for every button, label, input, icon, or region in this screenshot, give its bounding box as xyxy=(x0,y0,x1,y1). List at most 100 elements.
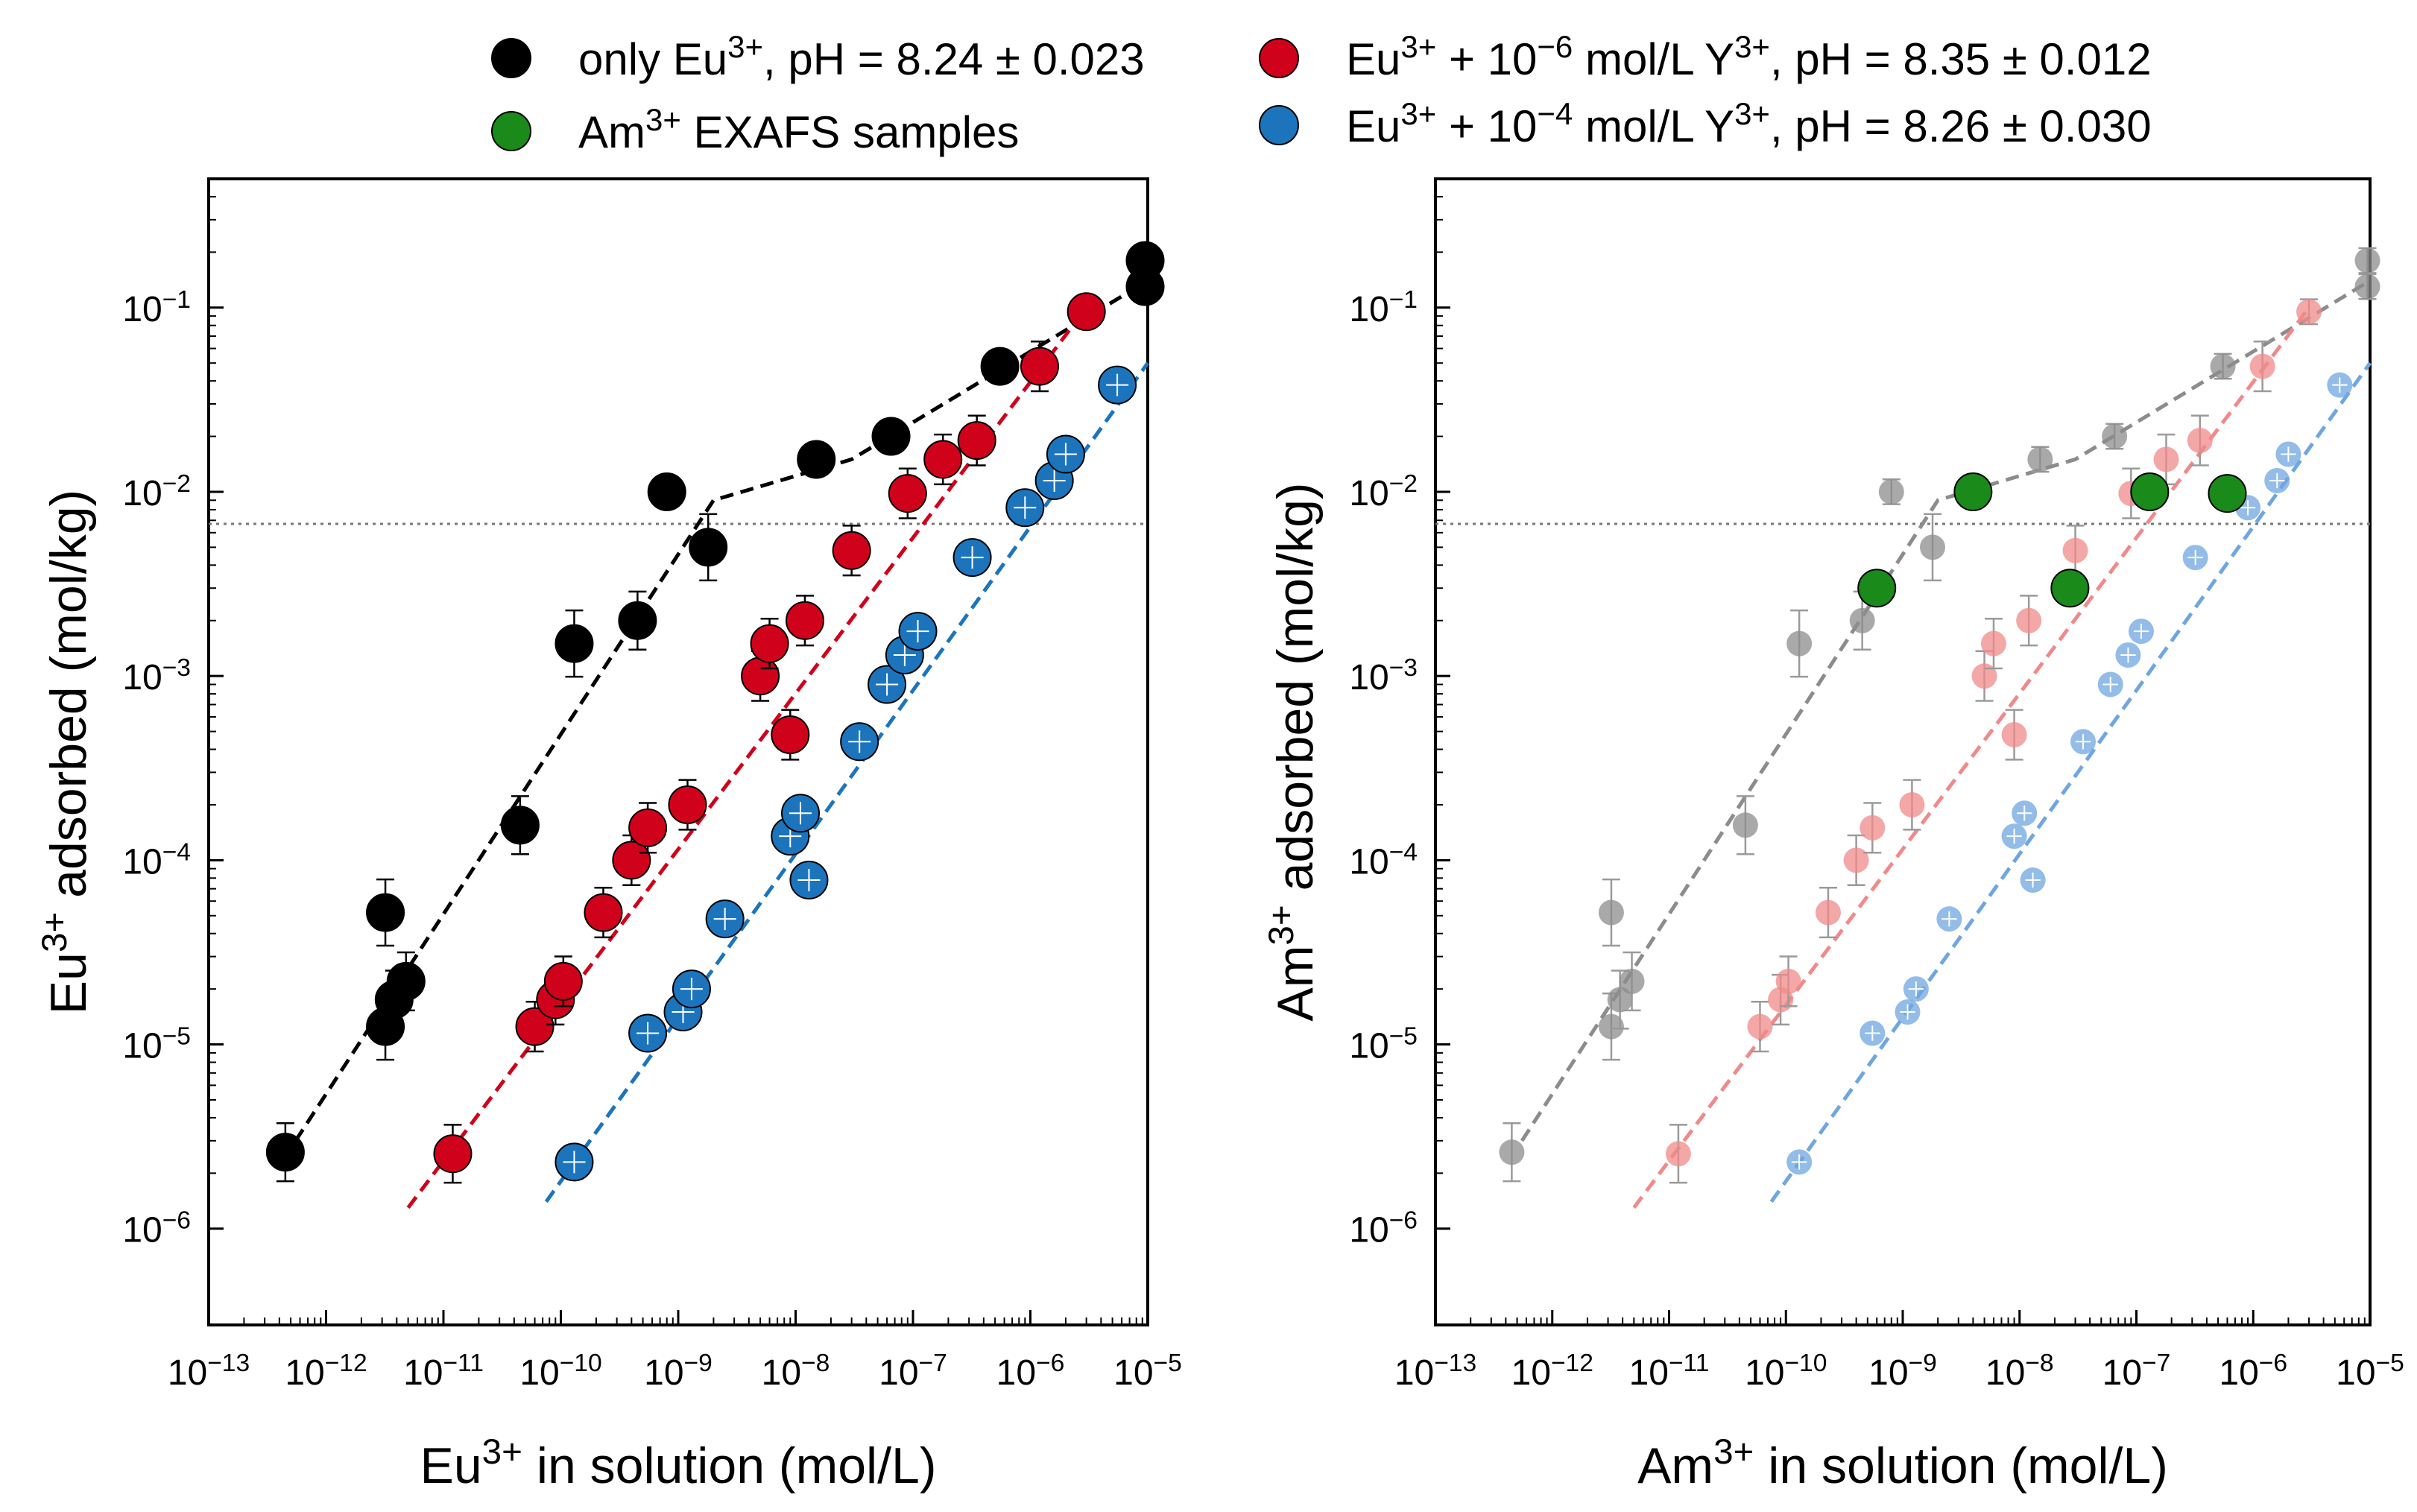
faded-black-point xyxy=(2102,423,2128,449)
y-tick-label: 10−4 xyxy=(122,838,191,882)
series-red-point xyxy=(888,474,927,513)
legend-label-eu_y6: Eu3+ + 10−6 mol/L Y3+, pH = 8.35 ± 0.012 xyxy=(1346,29,2152,85)
y-tick-label: 10−5 xyxy=(1349,1022,1418,1066)
faded-black-point xyxy=(2210,353,2236,379)
series-black-point xyxy=(797,440,836,479)
faded-black-point xyxy=(1920,534,1946,560)
legend: only Eu3+, pH = 8.24 ± 0.023 Eu3+ + 10−6 … xyxy=(491,29,2152,158)
series-red-point xyxy=(957,421,996,461)
y-tick-label: 10−1 xyxy=(122,285,191,329)
series-red-point xyxy=(433,1134,473,1174)
faded-red-point xyxy=(1899,791,1925,817)
x-tick-label: 10−9 xyxy=(644,1350,713,1394)
series-black-point xyxy=(366,893,405,932)
series-green-point xyxy=(2050,569,2090,608)
faded-red-point xyxy=(1775,968,1801,994)
series-red-point xyxy=(668,785,707,824)
x-tick-label: 10−11 xyxy=(403,1350,484,1394)
y-tick-label: 10−2 xyxy=(122,469,191,513)
series-black-point xyxy=(555,624,594,663)
x-tick-label: 10−5 xyxy=(2336,1350,2404,1394)
series-black-point xyxy=(618,601,657,640)
y-axis-title: Eu3+ adsorbed (mol/kg) xyxy=(35,490,98,1014)
x-tick-label: 10−9 xyxy=(1868,1350,1937,1394)
x-tick-label: 10−13 xyxy=(1394,1350,1476,1394)
series-red-point xyxy=(628,808,668,847)
y-tick-label: 10−2 xyxy=(1349,469,1418,513)
faded-red-point xyxy=(1815,899,1841,926)
faded-black-point xyxy=(1598,899,1624,926)
x-tick-label: 10−7 xyxy=(879,1350,947,1394)
faded-red-point xyxy=(2296,299,2322,325)
series-red-point xyxy=(741,657,780,696)
series-black-point xyxy=(500,806,540,845)
x-tick-label: 10−11 xyxy=(1629,1350,1710,1394)
faded-black-point xyxy=(1607,987,1633,1013)
faded-black-point xyxy=(1732,812,1758,838)
series-red-point xyxy=(785,601,824,640)
series-red-point xyxy=(612,841,651,880)
legend-label-am_exafs: Am3+ EXAFS samples xyxy=(578,102,1019,158)
faded-black-point xyxy=(1849,607,1875,633)
panel-left-eu-adsorption: 10−13 10−12 10−11 10−10 10−9 10−8 10−7 10−6 10−5… xyxy=(35,177,1182,1495)
x-tick-label: 10−6 xyxy=(2219,1350,2287,1394)
y-tick-label: 10−3 xyxy=(1349,654,1418,698)
x-tick-label: 10−12 xyxy=(1511,1350,1593,1394)
series-green-point xyxy=(2130,472,2170,511)
x-axis-title: Eu3+ in solution (mol/L) xyxy=(420,1432,936,1495)
faded-red-point xyxy=(2187,428,2213,454)
faded-red-point xyxy=(2153,446,2179,472)
faded-black-point xyxy=(2027,446,2053,472)
x-tick-label: 10−7 xyxy=(2102,1350,2171,1394)
legend-marker-eu_only xyxy=(491,38,531,78)
series-red-point xyxy=(923,440,963,479)
series-red-point xyxy=(832,531,871,570)
y-tick-label: 10−6 xyxy=(1349,1206,1418,1250)
series-red-point xyxy=(1067,292,1106,332)
faded-red-point xyxy=(1843,847,1869,873)
series-black-point xyxy=(980,347,1020,386)
legend-marker-am_exafs xyxy=(491,111,531,151)
faded-red-point xyxy=(1971,663,1997,689)
x-tick-label: 10−6 xyxy=(996,1350,1065,1394)
y-tick-label: 10−4 xyxy=(1349,838,1418,882)
faded-red-point xyxy=(2062,537,2088,563)
series-green-point xyxy=(1857,569,1897,608)
series-black-point xyxy=(265,1133,305,1172)
series-red-point xyxy=(750,624,789,663)
x-tick-label: 10−10 xyxy=(1745,1350,1827,1394)
faded-black-point xyxy=(2354,247,2380,273)
series-black-point xyxy=(689,528,728,567)
y-axis-title: Am3+ adsorbed (mol/kg) xyxy=(1262,482,1324,1021)
series-red-point xyxy=(515,1007,555,1046)
series-red-point xyxy=(771,715,810,754)
faded-black-point xyxy=(1786,630,1813,657)
faded-red-point xyxy=(1980,630,2006,657)
faded-red-point xyxy=(2001,721,2027,747)
x-tick-label: 10−8 xyxy=(1985,1350,2054,1394)
series-black-point xyxy=(1125,267,1165,306)
plot-frame xyxy=(1434,177,2372,1326)
x-tick-label: 10−5 xyxy=(1113,1350,1182,1394)
faded-red-point xyxy=(1860,814,1886,841)
faded-red-point xyxy=(1665,1141,1691,1167)
x-tick-label: 10−8 xyxy=(762,1350,830,1394)
faded-red-point xyxy=(1747,1013,1773,1040)
panel-right-am-adsorption: 10−13 10−12 10−11 10−10 10−9 10−8 10−7 10−6 10−5… xyxy=(1262,177,2404,1494)
legend-label-eu_y4: Eu3+ + 10−4 mol/L Y3+, pH = 8.26 ± 0.030 xyxy=(1346,96,2152,152)
legend-label-eu_only: only Eu3+, pH = 8.24 ± 0.023 xyxy=(578,29,1145,85)
y-tick-label: 10−6 xyxy=(122,1206,191,1250)
y-tick-label: 10−5 xyxy=(122,1022,191,1066)
series-black-point xyxy=(871,417,911,456)
faded-red-point xyxy=(2016,607,2042,633)
fit-line-blue xyxy=(1769,361,2372,1203)
series-red-point xyxy=(543,961,583,1001)
faded-black-point xyxy=(1598,1013,1624,1040)
faded-black-point xyxy=(1499,1139,1525,1165)
fit-line-black xyxy=(294,279,1149,1142)
legend-marker-eu_y6 xyxy=(1259,38,1299,78)
series-green-point xyxy=(2208,474,2247,513)
y-tick-label: 10−1 xyxy=(1349,285,1418,329)
faded-black-point xyxy=(1878,478,1904,504)
